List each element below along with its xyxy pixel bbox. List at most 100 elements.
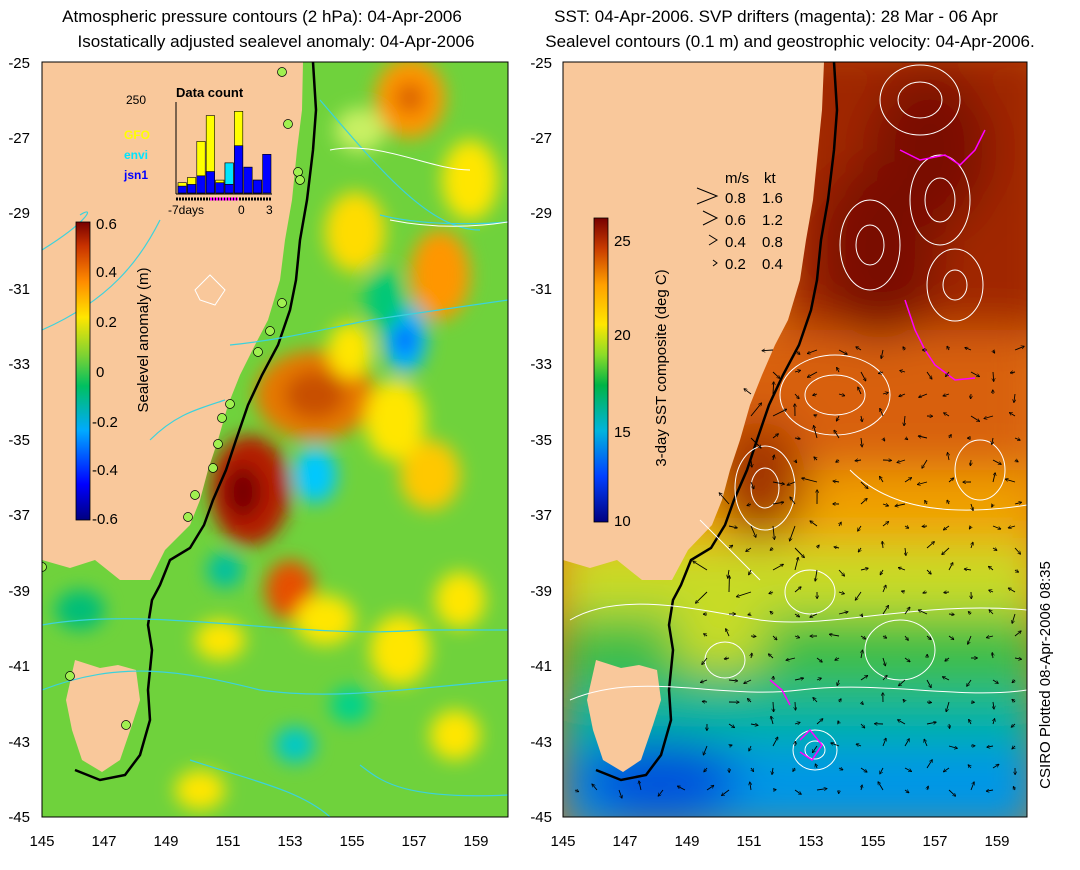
velocity-arrow xyxy=(922,526,928,527)
velocity-arrow xyxy=(1014,631,1021,637)
right-lat-label-10: -45 xyxy=(530,809,552,826)
velocity-arrow xyxy=(984,415,994,419)
velocity-legend-arrow-3 xyxy=(712,259,718,267)
ssh-tick-4: -0.2 xyxy=(92,414,118,431)
velocity-arrow xyxy=(965,348,972,351)
velocity-arrow xyxy=(918,481,928,485)
velocity-arrow xyxy=(750,481,754,489)
velocity-arrow xyxy=(706,786,714,791)
left-shelf-edge xyxy=(74,62,318,782)
velocity-arrow xyxy=(989,590,994,592)
left-lat-label-0: -25 xyxy=(8,55,30,72)
velocity-arrow xyxy=(987,636,994,638)
velocity-arrow xyxy=(749,569,751,575)
velocity-arrow xyxy=(860,568,868,570)
velocity-arrow xyxy=(794,789,801,794)
velocity-arrow xyxy=(882,636,887,638)
velocity-arrow xyxy=(1014,658,1021,659)
velocity-legend-kt-0: 1.6 xyxy=(762,190,783,207)
velocity-arrow xyxy=(794,587,801,593)
velocity-arrow xyxy=(815,569,817,581)
velocity-arrow xyxy=(904,635,908,640)
velocity-arrow xyxy=(861,702,863,704)
velocity-arrow xyxy=(992,504,993,507)
velocity-arrow xyxy=(949,723,950,728)
inset-bars xyxy=(177,111,272,194)
sst-tick-3: 10 xyxy=(614,513,631,530)
velocity-arrow xyxy=(1009,588,1016,593)
velocity-arrow xyxy=(793,768,795,771)
velocity-arrow xyxy=(808,371,818,377)
velocity-arrow xyxy=(948,453,950,461)
velocity-arrow xyxy=(744,679,752,683)
velocity-arrow xyxy=(769,654,774,659)
velocity-arrow xyxy=(1013,787,1015,791)
velocity-arrow xyxy=(856,744,862,746)
velocity-arrow xyxy=(748,614,751,615)
inset-xtick-zero: 0 xyxy=(238,203,245,217)
right-lat-label-3: -31 xyxy=(530,281,552,298)
velocity-arrow xyxy=(878,782,884,791)
right-land-tasmania xyxy=(587,660,661,772)
velocity-arrow xyxy=(992,525,1001,529)
velocity-arrow xyxy=(944,592,950,593)
velocity-arrow xyxy=(948,563,953,571)
velocity-arrow xyxy=(989,610,994,615)
velocity-arrow xyxy=(772,564,783,571)
velocity-arrow xyxy=(1012,613,1016,623)
velocity-arrow xyxy=(816,678,821,680)
velocity-arrow xyxy=(899,393,906,396)
velocity-arrow xyxy=(861,437,862,447)
inset-bar-jsn1-9 xyxy=(262,154,272,194)
right-lon-label-1: 147 xyxy=(612,833,637,850)
velocity-arrow xyxy=(816,719,823,725)
velocity-arrow xyxy=(728,545,733,548)
pressure-contours-white xyxy=(194,147,508,306)
left-lon-label-0: 145 xyxy=(29,833,54,850)
velocity-arrow xyxy=(949,435,951,439)
velocity-arrow xyxy=(737,591,752,597)
velocity-arrow xyxy=(926,702,931,703)
data-count-inset: Data count 250 GFO envi jsn1 -7days 0 3 xyxy=(123,85,273,217)
velocity-arrow xyxy=(860,676,868,681)
velocity-arrow xyxy=(927,786,928,791)
right-lon-label-7: 159 xyxy=(984,833,1009,850)
left-map-frame xyxy=(41,61,509,818)
velocity-arrow xyxy=(944,767,950,772)
velocity-arrow xyxy=(751,459,752,467)
velocity-arrow xyxy=(794,370,800,372)
ssh-colorbar-ramp xyxy=(75,221,91,521)
velocity-arrow xyxy=(944,413,950,417)
ssh-tick-2: 0.2 xyxy=(96,314,117,331)
left-lon-label-6: 157 xyxy=(401,833,426,850)
velocity-arrow xyxy=(1006,479,1016,483)
velocity-arrow xyxy=(1015,460,1018,462)
velocity-arrow xyxy=(772,371,780,378)
velocity-arrow xyxy=(926,722,936,724)
velocity-arrow xyxy=(856,347,862,351)
ssh-colorbar: 0.6 0.4 0.2 0 -0.2 -0.4 -0.6 Sealevel an… xyxy=(75,216,152,528)
velocity-arrow xyxy=(772,767,773,774)
velocity-legend-ms-1: 0.6 xyxy=(725,212,746,229)
sst-tick-0: 25 xyxy=(614,233,631,250)
right-lat-label-8: -41 xyxy=(530,658,552,675)
inset-bar-envi-5 xyxy=(224,162,234,185)
velocity-arrow xyxy=(772,502,784,504)
inset-xtick-end: 3 xyxy=(266,203,273,217)
velocity-arrow xyxy=(858,387,862,395)
inset-bar-jsn1-3 xyxy=(205,171,215,194)
velocity-arrow xyxy=(904,739,909,747)
velocity-arrow xyxy=(882,738,886,747)
velocity-legend-arrow-1 xyxy=(702,210,719,226)
velocity-arrow xyxy=(986,790,994,791)
velocity-arrow xyxy=(1010,372,1016,373)
velocity-legend-arrow-0 xyxy=(696,187,719,205)
velocity-arrow xyxy=(1014,570,1018,572)
svp-drifters xyxy=(769,129,986,762)
left-lat-label-4: -33 xyxy=(8,356,30,373)
velocity-arrows xyxy=(574,346,1024,798)
velocity-arrow xyxy=(860,767,867,772)
right-lat-label-7: -39 xyxy=(530,583,552,600)
left-lat-label-10: -45 xyxy=(8,809,30,826)
velocity-arrow xyxy=(750,782,751,791)
